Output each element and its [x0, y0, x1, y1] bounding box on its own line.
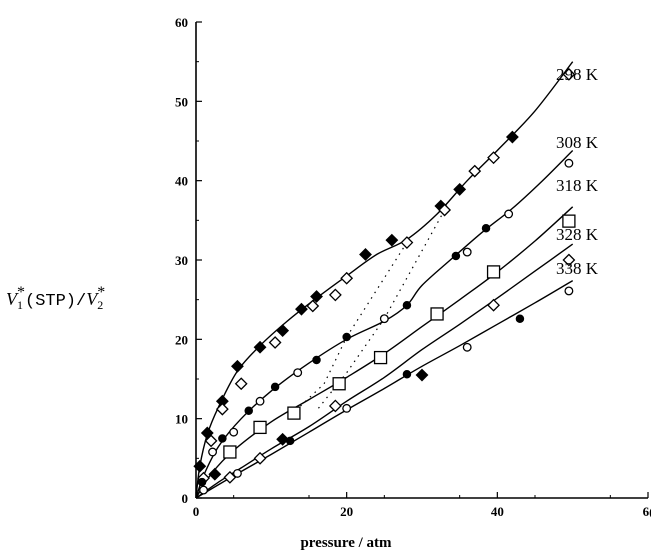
data-point [332, 377, 346, 391]
data-point [402, 369, 412, 379]
data-point [285, 436, 295, 446]
x-axis-label: pressure / atm [300, 535, 392, 550]
data-point [438, 203, 452, 217]
data-point [415, 368, 429, 382]
dotted-connectors [293, 209, 446, 413]
data-point [562, 214, 576, 228]
data-point [268, 336, 282, 349]
series-line-4 [195, 243, 574, 499]
data-point [562, 67, 576, 81]
data-point [340, 271, 354, 285]
data-point [468, 164, 482, 178]
x-tick-label: 0 [193, 504, 200, 519]
data-point [487, 298, 500, 312]
data-point [218, 434, 227, 443]
x-tick-label: 20 [340, 504, 353, 519]
data-point [379, 314, 389, 324]
data-point [564, 158, 574, 168]
data-point [204, 434, 218, 448]
data-point [451, 251, 461, 261]
data-point [515, 314, 525, 323]
series-line-2 [195, 150, 574, 499]
y-label-sub1: 1 [17, 298, 23, 312]
series-label-1: 298 K [556, 65, 599, 84]
data-point [208, 447, 218, 457]
y-tick-label: 30 [175, 253, 188, 268]
data-point [276, 432, 290, 446]
y-label-star2: * [97, 284, 105, 301]
data-point [385, 233, 399, 247]
x-tick-label: 6( [643, 504, 651, 519]
series-labels: 298 K 308 K 318 K 328 K 338 K [556, 65, 599, 278]
data-point [253, 340, 267, 354]
data-point [462, 247, 472, 257]
data-point [306, 299, 320, 313]
series-curves [195, 61, 574, 499]
y-label-v2: V [86, 289, 99, 309]
y-label-v1: V [6, 289, 19, 309]
y-tick-label: 0 [182, 491, 189, 506]
data-point [229, 427, 239, 437]
y-tick-label: 40 [175, 174, 188, 189]
data-point [276, 324, 290, 338]
data-point [504, 209, 514, 219]
y-axis-label: V1*(STP)/V2* [6, 284, 105, 312]
data-point [193, 459, 207, 473]
data-point [231, 359, 244, 373]
data-point [505, 130, 519, 144]
ticks: 0 20 40 6( 0 10 20 30 40 50 60 [175, 15, 651, 519]
data-point [562, 253, 576, 267]
data-markers [193, 67, 576, 495]
data-point [402, 300, 412, 310]
data-point [342, 332, 351, 342]
data-point [328, 288, 342, 302]
data-point [359, 248, 372, 261]
dotted-connector [293, 242, 408, 413]
data-point [295, 302, 308, 316]
data-point [486, 265, 501, 279]
data-point [199, 485, 208, 495]
data-point [255, 396, 265, 406]
data-point [310, 290, 323, 303]
data-point [400, 236, 414, 249]
y-tick-label: 60 [175, 15, 188, 30]
series-label-5: 338 K [556, 259, 599, 278]
data-point [430, 307, 444, 321]
data-point [234, 377, 248, 391]
data-point [208, 467, 222, 481]
data-point [328, 399, 342, 413]
data-point [253, 451, 267, 465]
data-point [270, 382, 280, 392]
data-point [373, 350, 388, 365]
y-tick-label: 20 [175, 332, 188, 347]
y-tick-label: 10 [175, 412, 188, 427]
x-tick-label: 40 [491, 504, 504, 519]
series-label-3: 318 K [556, 176, 599, 195]
data-point [342, 403, 352, 413]
data-point [481, 224, 491, 233]
y-label-star1: * [17, 284, 25, 301]
data-point [197, 477, 207, 487]
data-point [215, 402, 229, 416]
data-point [453, 182, 467, 196]
y-label-stp: (STP)/ [25, 292, 86, 311]
data-point [253, 420, 267, 435]
data-point [293, 368, 303, 378]
data-point [232, 468, 242, 478]
data-point [462, 342, 472, 352]
series-line-1 [195, 61, 574, 499]
data-point [487, 151, 500, 165]
series-line-5 [195, 279, 574, 499]
series-label-2: 308 K [556, 133, 599, 152]
data-point [312, 355, 321, 365]
y-tick-label: 50 [175, 94, 188, 109]
y-label-sub2: 2 [97, 298, 103, 312]
data-point [244, 406, 253, 415]
data-point [564, 286, 574, 296]
series-label-4: 328 K [556, 225, 599, 244]
data-point [287, 406, 301, 420]
dotted-connector [316, 209, 446, 412]
data-point [223, 445, 237, 459]
